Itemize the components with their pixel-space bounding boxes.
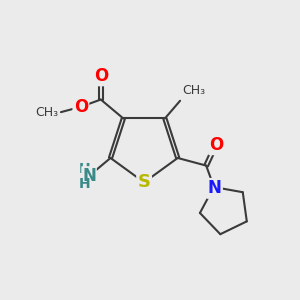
- Text: S: S: [138, 173, 151, 191]
- Text: N: N: [208, 179, 221, 197]
- Text: O: O: [94, 67, 108, 85]
- Text: CH₃: CH₃: [182, 84, 206, 97]
- Text: O: O: [209, 136, 224, 154]
- Text: N: N: [208, 179, 221, 197]
- Text: CH₃: CH₃: [35, 106, 58, 118]
- Text: N: N: [82, 167, 96, 185]
- Text: H: H: [79, 162, 91, 176]
- Text: O: O: [74, 98, 88, 116]
- Text: H: H: [79, 177, 91, 191]
